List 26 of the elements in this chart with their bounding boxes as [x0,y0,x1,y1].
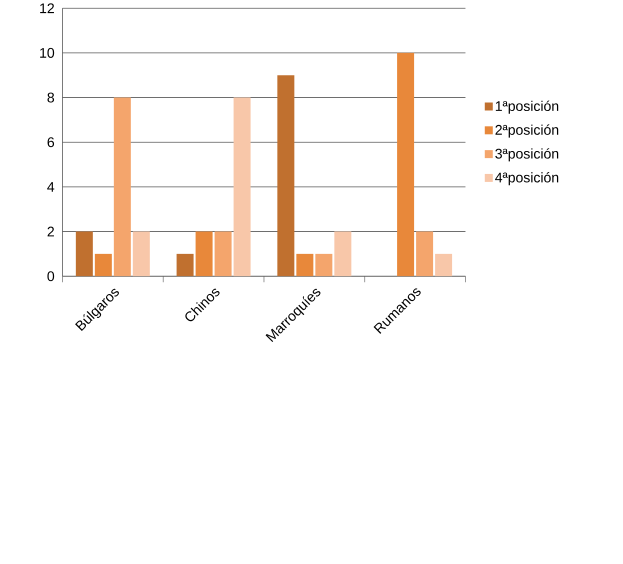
bar [94,254,112,276]
y-tick-label: 12 [40,3,54,13]
y-tick-label: 10 [40,48,54,58]
bar [76,231,93,276]
bar [114,97,131,276]
bar [397,52,414,276]
bar [435,254,452,276]
bar [334,231,352,276]
y-tick-label: 0 [47,271,54,282]
bar [176,254,194,276]
y-tick-label: 4 [47,182,54,192]
bar [296,254,314,276]
legend-label: 4ªposición [495,172,558,186]
bar [416,231,434,276]
bar [234,97,251,276]
legend-label: 3ªposición [495,148,558,162]
bar [315,254,332,276]
y-tick-label: 2 [48,226,54,236]
bar [214,231,232,276]
bar [196,231,213,276]
legend-label: 2ªposición [495,124,558,138]
bar [277,75,294,276]
bar [132,231,150,276]
legend-label: 1ªposición [496,100,558,114]
y-tick-label: 8 [47,92,54,102]
y-tick-label: 6 [48,137,54,148]
